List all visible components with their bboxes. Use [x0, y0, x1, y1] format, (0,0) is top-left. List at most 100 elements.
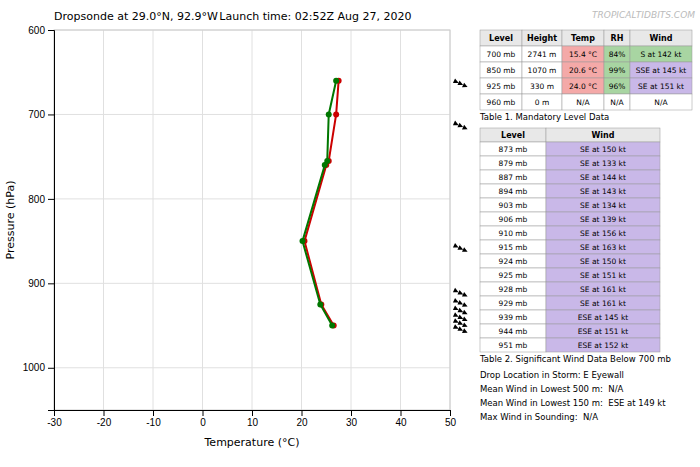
series-point [333, 78, 339, 84]
table-cell [630, 62, 692, 78]
table-cell-text: 887 mb [499, 173, 528, 182]
table-cell [546, 212, 660, 226]
table-cell [546, 142, 660, 156]
grid-line-y [54, 283, 450, 284]
table-cell-text: 960 mb [487, 98, 516, 107]
grid-line-x [103, 30, 104, 410]
table-cell-text: 873 mb [499, 145, 528, 154]
table-cell [480, 226, 546, 240]
table-cell [604, 62, 630, 78]
x-tick: -20 [97, 410, 112, 428]
table-cell-text: 99% [609, 66, 626, 75]
table-cell [546, 198, 660, 212]
y-tick: 900 [28, 278, 54, 289]
y-tick: 700 [28, 109, 54, 120]
table-cell-text: N/A [576, 98, 590, 107]
table-cell-text: 910 mb [499, 229, 528, 238]
note: Mean Wind in Lowest 150 m: ESE at 149 kt [480, 398, 666, 408]
table-cell [546, 324, 660, 338]
table-cell-text: 0 m [535, 98, 549, 107]
table-cell [604, 94, 630, 110]
table-cell-text: SE at 156 kt [580, 229, 626, 238]
y-tick: 1000 [23, 362, 54, 373]
watermark: TROPICALTIDBITS.COM [592, 10, 695, 20]
table-cell [480, 282, 546, 296]
x-tick-label: 50 [445, 417, 457, 428]
series-point [333, 111, 339, 117]
table-cell-text: ESE at 145 kt [578, 313, 629, 322]
table-cell [546, 184, 660, 198]
table-cell-text: 915 mb [499, 243, 528, 252]
y-tick-mark [48, 114, 54, 115]
table-cell [562, 94, 604, 110]
table-cell-text: ESE at 152 kt [578, 341, 629, 350]
table-cell [604, 78, 630, 94]
table-cell-text: SE at 139 kt [580, 215, 626, 224]
table-cell-text: 951 mb [499, 341, 528, 350]
table: LevelWind873 mbSE at 150 kt879 mbSE at 1… [479, 128, 671, 364]
wind-barbs [453, 78, 469, 335]
x-tick-mark [450, 410, 451, 416]
x-tick-label: 0 [200, 417, 206, 428]
table-cell-text: S at 142 kt [640, 50, 681, 59]
x-tick-label: 40 [395, 417, 407, 428]
y-tick: 600 [28, 25, 54, 36]
title: Dropsonde at 29.0°N, 92.9°W [54, 10, 218, 23]
table-header-cell [604, 30, 630, 46]
table-cell-text: 24.0 °C [569, 82, 597, 91]
x-tick-label: 10 [247, 417, 259, 428]
grid [54, 30, 450, 410]
table-header: Wind [650, 34, 673, 43]
table-header: Wind [592, 131, 615, 140]
table-cell [480, 46, 522, 62]
table-cell-text: SE at 143 kt [580, 187, 626, 196]
table-cell [522, 62, 562, 78]
grid-line-x [301, 30, 302, 410]
x-axis-line [55, 411, 451, 417]
table-cell [480, 338, 546, 352]
series-line [302, 81, 336, 326]
table-header-cell [522, 30, 562, 46]
table-cell [546, 282, 660, 296]
table-cell [480, 184, 546, 198]
x-tick-label: 30 [346, 417, 358, 428]
y-tick-label: 700 [28, 109, 45, 120]
y-tick-mark [48, 283, 54, 284]
table-cell [480, 170, 546, 184]
table-cell [546, 156, 660, 170]
x-tick: -30 [47, 410, 62, 428]
series-line [304, 81, 338, 326]
table-cell-text: 906 mb [499, 215, 528, 224]
plot-frame [54, 30, 450, 410]
table-cell [546, 240, 660, 254]
x-tick: 20 [296, 410, 308, 428]
x-tick: 40 [395, 410, 407, 428]
table-cell-text: 929 mb [499, 299, 528, 308]
table-cell [480, 324, 546, 338]
table-cell-text: N/A [654, 98, 668, 107]
table-cell-text: 925 mb [499, 271, 528, 280]
table-cell [604, 46, 630, 62]
wind-barb [453, 288, 469, 299]
table-cell-text: 879 mb [499, 159, 528, 168]
series-point [317, 301, 323, 307]
table-cell-text: 84% [609, 50, 626, 59]
table-cell-text: N/A [610, 98, 624, 107]
table-cell [522, 94, 562, 110]
subtitle: Launch time: 02:52Z Aug 27, 2020 [219, 10, 411, 23]
y-tick-mark [48, 368, 54, 369]
y-tick-mark [48, 30, 54, 31]
table-cell [480, 268, 546, 282]
chart: Dropsonde at 29.0°N, 92.9°WLaunch time: … [0, 0, 700, 467]
x-tick-mark [252, 410, 253, 416]
x-tick-label: -20 [97, 417, 112, 428]
table-cell-text: 700 mb [487, 50, 516, 59]
table-cell [480, 310, 546, 324]
table-header-cell [562, 30, 604, 46]
plot: -30-20-10010203040506007008009001000 [23, 25, 469, 428]
table-caption: Table 1. Mandatory Level Data [479, 112, 609, 122]
table-header-cell [480, 30, 522, 46]
table-cell [630, 46, 692, 62]
table-header-cell [546, 128, 660, 142]
table-cell [480, 198, 546, 212]
